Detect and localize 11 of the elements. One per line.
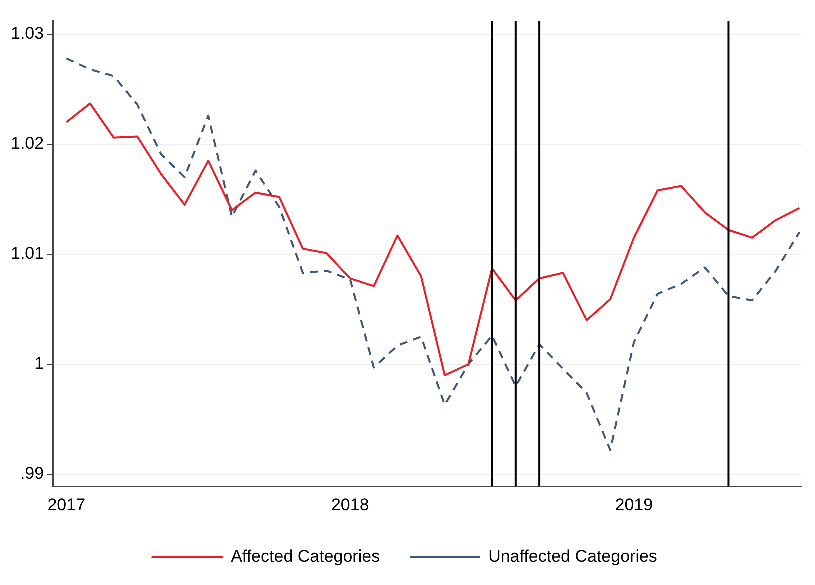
y-tick-label: 1	[34, 354, 44, 374]
x-tick-label: 2017	[48, 495, 86, 514]
y-tick-label: 1.01	[10, 244, 44, 264]
legend-label: Affected Categories	[231, 547, 380, 566]
y-tick-label: 1.02	[10, 134, 44, 154]
y-tick-label: .99	[20, 464, 44, 484]
y-tick-label: 1.03	[10, 24, 44, 44]
legend-label: Unaffected Categories	[488, 547, 658, 566]
x-tick-label: 2019	[615, 495, 654, 514]
x-tick-label: 2018	[331, 495, 370, 514]
line-series	[66, 58, 801, 452]
